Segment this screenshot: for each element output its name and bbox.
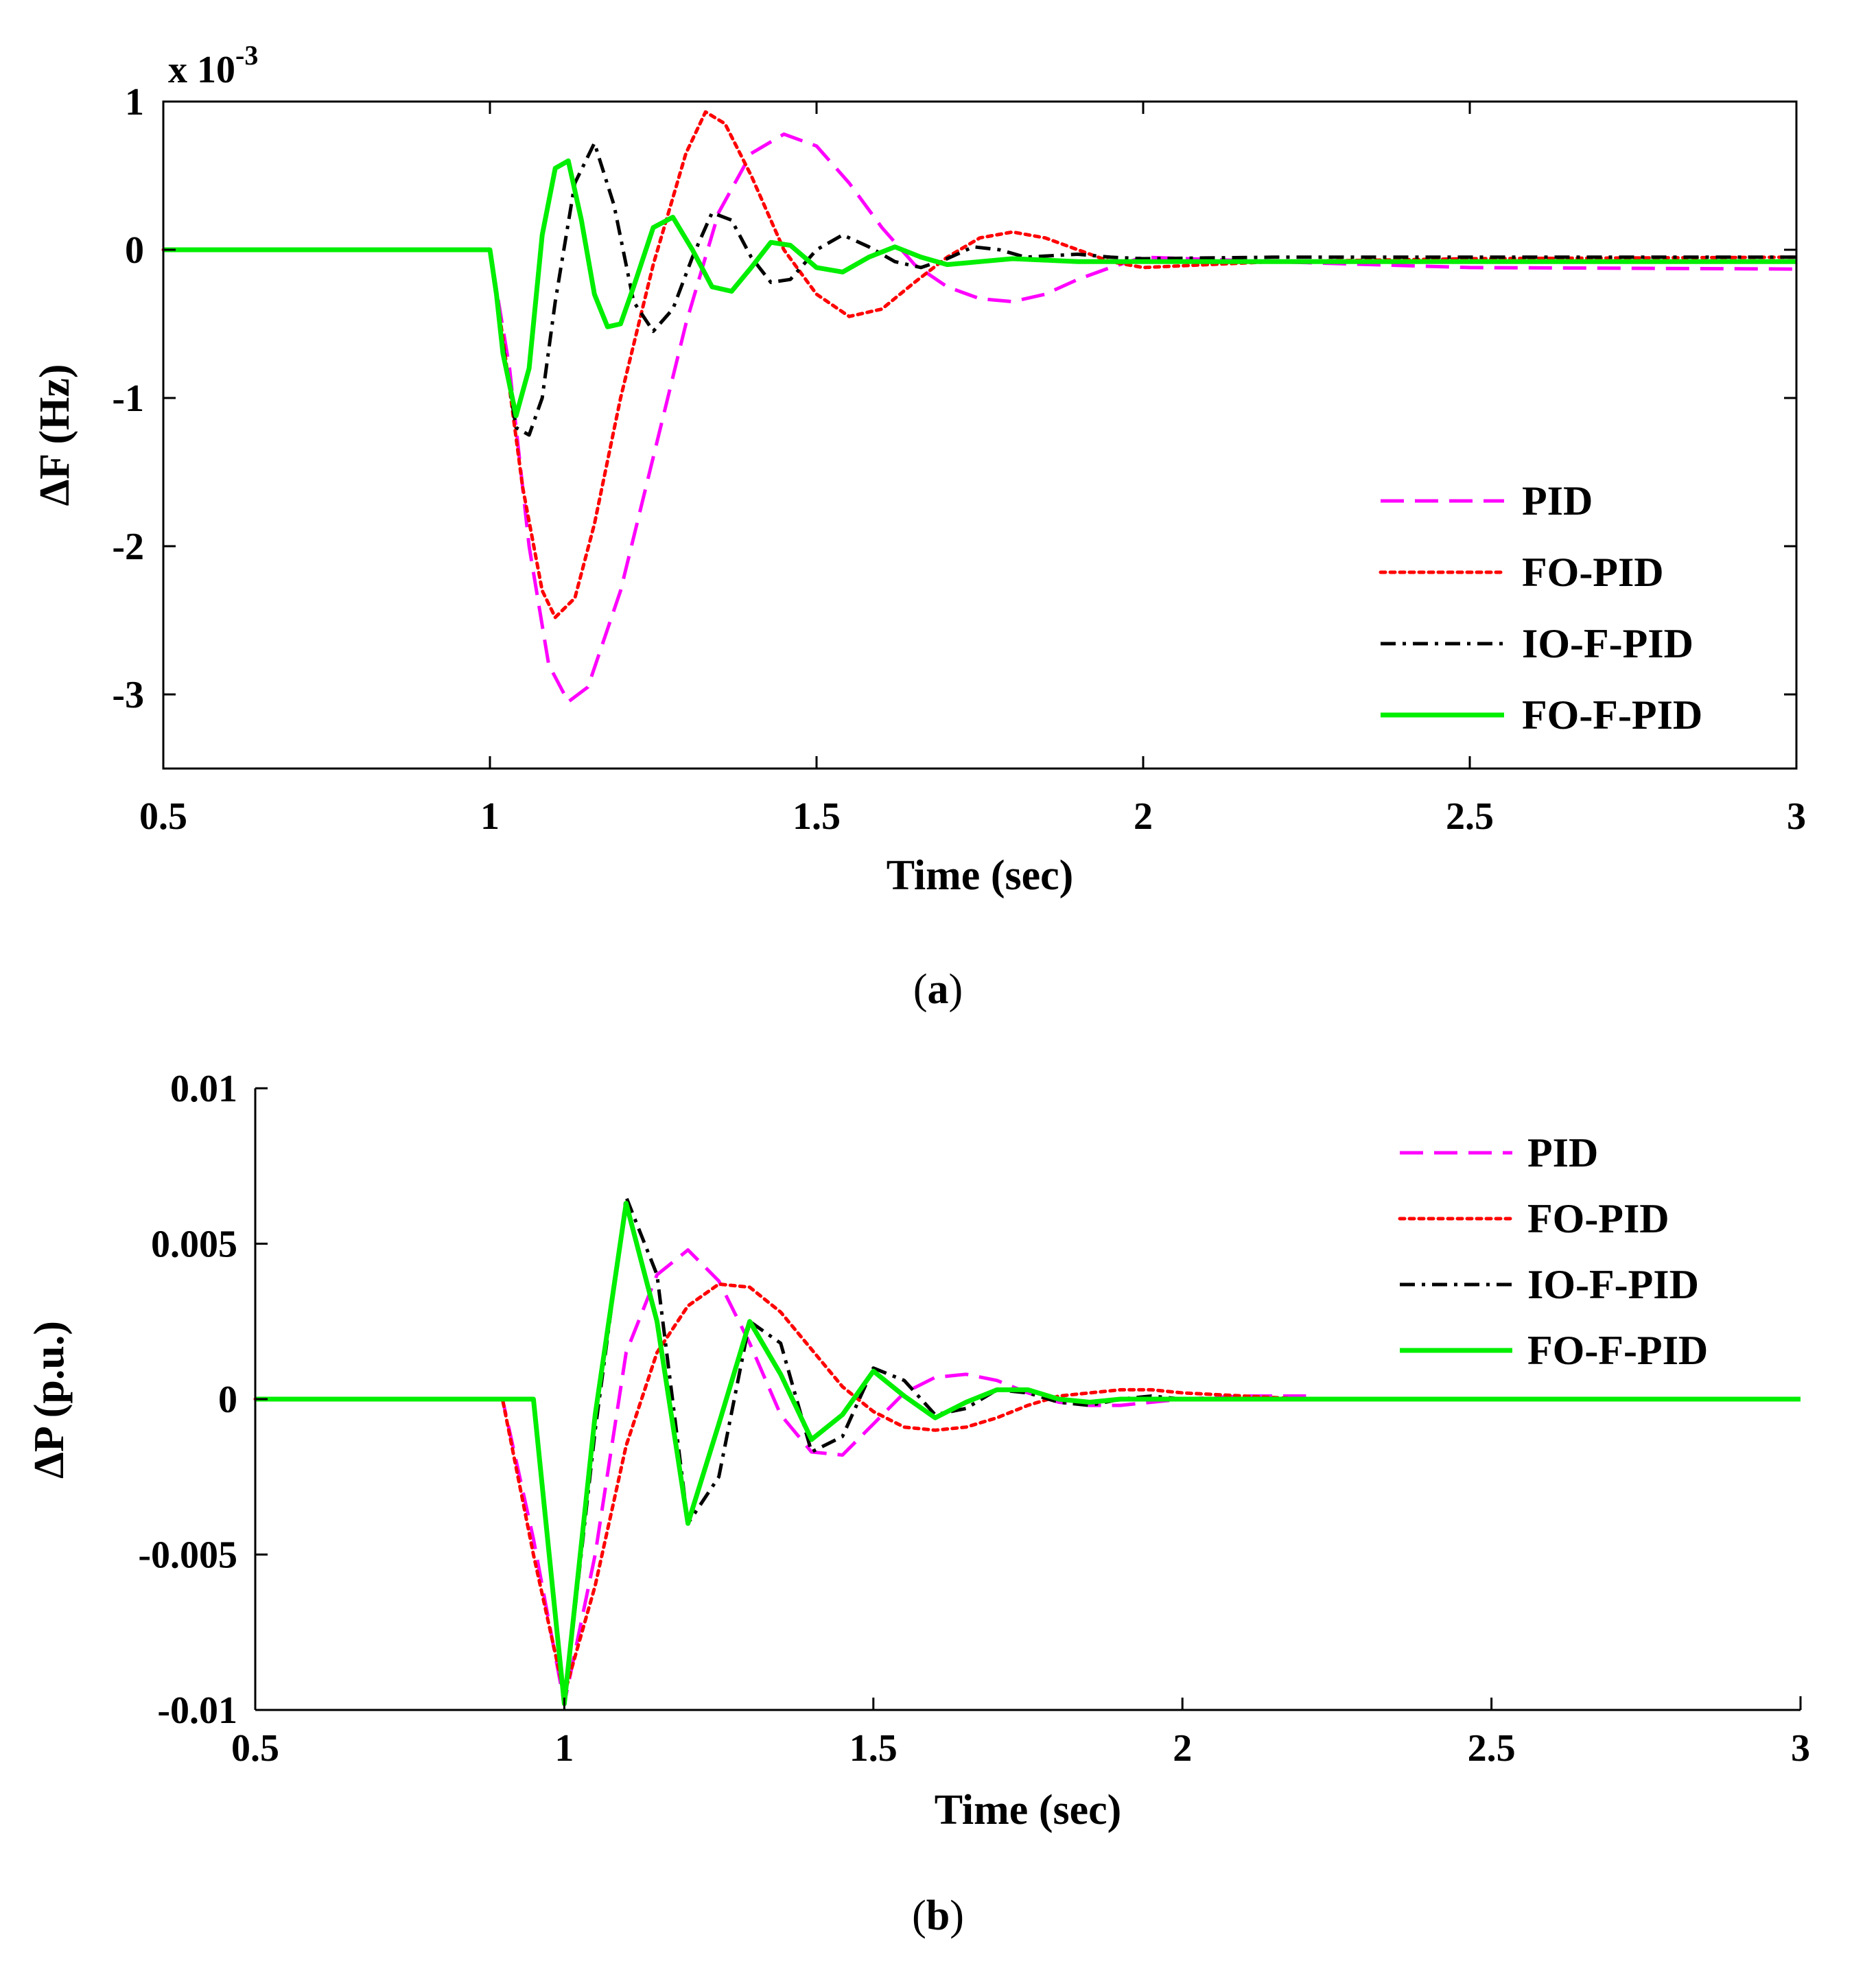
panel-a-xticks: 0.5 1 1.5 2 2.5 3	[139, 102, 1806, 838]
x-tick-label: 2.5	[1446, 795, 1494, 838]
series-line-pid	[255, 1248, 1306, 1706]
x-tick-label: 3	[1791, 1727, 1810, 1770]
y-tick-label: 0	[218, 1379, 237, 1421]
panel-a-legend: PID FO-PID IO-F-PID FO-F-PID	[1379, 478, 1702, 738]
panel-a-axes	[162, 100, 1798, 770]
x-tick-label: 1.5	[849, 1727, 898, 1770]
y-tick-label: 1	[125, 81, 144, 124]
y-tick-label: 0	[125, 229, 144, 272]
panel-a-series	[161, 110, 1798, 704]
series-line-fo-f-pid	[163, 158, 1796, 419]
panel-b-xticks: 0.5 1 1.5 2 2.5 3	[231, 1698, 1810, 1770]
panel-b-xlabel: Time (sec)	[935, 1787, 1122, 1833]
y-tick-label: -0.005	[138, 1534, 237, 1577]
panel-a: 0.5 1 1.5 2 2.5 3 -3-2-101 x 10-3 Time (sec) …	[32, 40, 1806, 1013]
series-line-io-f-pid	[163, 141, 1796, 437]
panel-a-yticks: -3 -2 -1 0 1	[112, 81, 1796, 716]
panel-a-caption: (a)	[913, 966, 963, 1013]
panel-a-ylabel: ΔF (Hz)	[32, 364, 78, 506]
panel-b-ylabel: ΔP (p.u.)	[26, 1321, 73, 1479]
series-line-fo-pid	[253, 1282, 1431, 1696]
x-tick-label: 0.5	[139, 795, 187, 838]
x-tick-label: 3	[1787, 795, 1806, 838]
legend-label-pid: PID	[1527, 1130, 1598, 1175]
panel-b: 0.5 1 1.5 2 2.5 3 -0.01 -0.005 0 0.005 0.01 Time …	[26, 1068, 1810, 1939]
panel-a-multiplier: x 10-3	[168, 40, 258, 91]
panel-b-yticks: -0.01 -0.005 0 0.005 0.01	[138, 1068, 268, 1732]
x-tick-label: 0.5	[231, 1727, 279, 1770]
panel-b-legend: PID FO-PID IO-F-PID FO-F-PID	[1398, 1130, 1708, 1373]
legend-label-io-f-pid: IO-F-PID	[1527, 1262, 1699, 1307]
x-tick-label: 1.5	[793, 795, 841, 838]
panel-b-series	[253, 1195, 1801, 1707]
series-line-fo-pid	[161, 110, 1798, 620]
legend-label-fo-pid: FO-PID	[1527, 1196, 1669, 1241]
series-line-pid	[163, 132, 1797, 704]
x-tick-label: 1	[554, 1727, 574, 1770]
y-tick-label: 0.005	[151, 1223, 237, 1266]
y-tick-label: -1	[112, 377, 144, 420]
legend-label-fo-f-pid: FO-F-PID	[1522, 692, 1702, 738]
x-tick-label: 2.5	[1468, 1727, 1516, 1770]
panel-b-caption: (b)	[912, 1892, 964, 1939]
legend-label-fo-f-pid: FO-F-PID	[1527, 1328, 1708, 1373]
x-tick-label: 2	[1173, 1727, 1192, 1770]
y-tick-label: -0.01	[157, 1689, 237, 1732]
legend-label-io-f-pid: IO-F-PID	[1522, 621, 1693, 666]
y-tick-label: -3	[112, 674, 144, 716]
x-tick-label: 1	[480, 795, 500, 838]
y-tick-label: -2	[112, 526, 144, 568]
legend-label-pid: PID	[1522, 478, 1593, 524]
series-line-fo-f-pid	[255, 1201, 1801, 1707]
legend-label-fo-pid: FO-PID	[1522, 550, 1664, 595]
y-tick-label: 0.01	[170, 1068, 237, 1110]
panel-a-xlabel: Time (sec)	[887, 852, 1074, 899]
x-tick-label: 2	[1134, 795, 1153, 838]
